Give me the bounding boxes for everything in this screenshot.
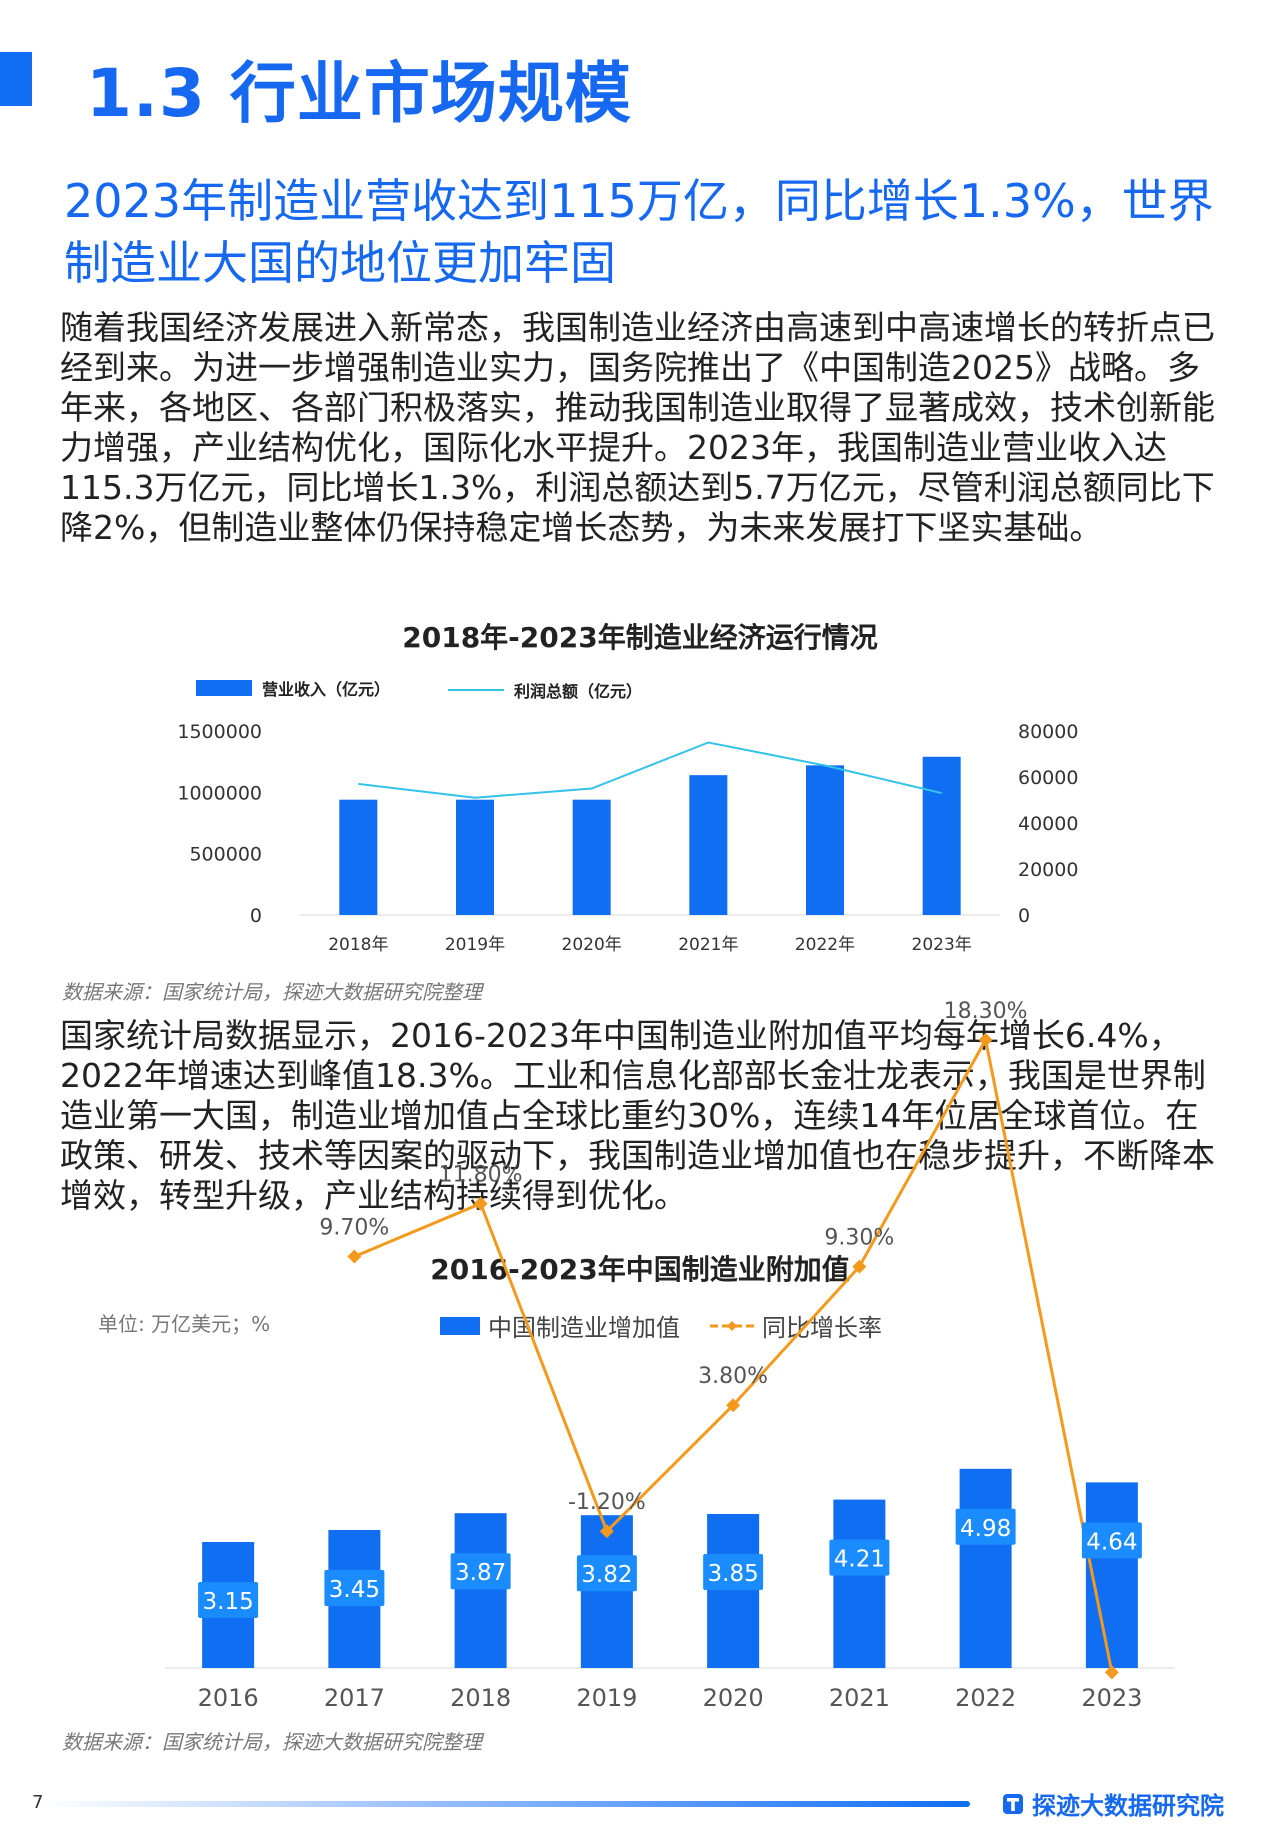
section-subtitle: 2023年制造业营收达到115万亿，同比增长1.3%，世界制造业大国的地位更加牢… <box>64 174 1214 290</box>
y-right-tick: 60000 <box>1018 767 1078 789</box>
legend-label: 中国制造业增加值 <box>488 1314 680 1342</box>
value-label: 3.87 <box>455 1560 506 1586</box>
value-label-box <box>703 1554 764 1590</box>
legend-line-swatch <box>448 689 504 691</box>
x-tick-label: 2016 <box>198 1684 259 1712</box>
legend-profit: 利润总额（亿元） <box>448 678 642 702</box>
unit-label: 单位: 万亿美元；% <box>98 1312 271 1336</box>
brand-name: 探迹大数据研究院 <box>1032 1792 1224 1820</box>
value-added-bar <box>454 1513 507 1668</box>
growth-rate-label: 9.70% <box>319 1216 389 1241</box>
revenue-bar <box>922 756 961 915</box>
value-label: 4.21 <box>834 1547 885 1573</box>
value-added-bar <box>202 1542 255 1668</box>
value-added-bar <box>959 1468 1012 1668</box>
revenue-bar <box>689 775 728 915</box>
brand-t-icon <box>1003 1793 1023 1814</box>
brand-logo: 探迹大数据研究院 <box>1002 1786 1224 1821</box>
value-label: 3.82 <box>581 1562 632 1588</box>
y-left-tick: 0 <box>250 905 262 927</box>
section-title: 1.3 行业市场规模 <box>86 55 632 132</box>
y-right-tick: 80000 <box>1018 721 1078 743</box>
revenue-bar <box>572 799 611 915</box>
legend-label: 营业收入（亿元） <box>262 680 391 699</box>
data-source: 数据来源：国家统计局，探迹大数据研究院整理 <box>62 1730 482 1754</box>
value-label-box <box>1081 1522 1142 1559</box>
growth-rate-label: -1.20% <box>568 1490 646 1515</box>
growth-rate-label: 3.80% <box>698 1364 768 1389</box>
x-tick-label: 2023 <box>1081 1684 1142 1712</box>
legend-growth-rate: 同比增长率 <box>708 1308 882 1343</box>
revenue-bar <box>806 765 844 915</box>
value-added-bar <box>328 1530 381 1668</box>
growth-rate-label: 9.30% <box>824 1226 894 1251</box>
value-label: 3.45 <box>329 1577 380 1603</box>
chart-title: 2018年-2023年制造业经济运行情况 <box>402 621 878 654</box>
value-added-bar <box>1085 1482 1138 1668</box>
value-label: 4.98 <box>960 1516 1011 1542</box>
x-tick-label: 2021 <box>829 1684 890 1712</box>
footer-divider <box>40 1801 970 1807</box>
growth-rate-marker <box>726 1398 741 1413</box>
value-added-bar <box>580 1515 633 1668</box>
revenue-bar <box>456 799 494 915</box>
x-tick-label: 2021年 <box>678 935 738 955</box>
value-label: 3.15 <box>203 1589 254 1615</box>
page-number: 7 <box>32 1792 44 1813</box>
x-tick-label: 2017 <box>324 1684 385 1712</box>
value-label-box <box>955 1508 1016 1545</box>
x-tick-label: 2022 <box>955 1684 1016 1712</box>
growth-rate-marker <box>599 1524 614 1539</box>
legend-value-added: 中国制造业增加值 <box>440 1308 680 1343</box>
value-added-bar <box>707 1514 760 1668</box>
value-label-box <box>198 1582 259 1618</box>
y-left-tick: 1500000 <box>177 721 262 743</box>
body-paragraph: 随着我国经济发展进入新常态，我国制造业经济由高速到中高速增长的转折点已经到来。为… <box>60 308 1215 547</box>
legend-label: 同比增长率 <box>762 1314 882 1342</box>
value-label-box <box>576 1555 637 1592</box>
x-tick-label: 2018 <box>450 1684 511 1712</box>
value-label-box <box>450 1553 511 1590</box>
value-added-bar <box>833 1499 886 1668</box>
revenue-bar <box>339 799 378 915</box>
chart-title: 2016-2023年中国制造业附加值 <box>430 1253 850 1286</box>
x-tick-label: 2023年 <box>912 935 972 955</box>
y-right-tick: 40000 <box>1018 813 1078 835</box>
legend-bar-swatch <box>440 1316 480 1335</box>
y-left-tick: 500000 <box>189 844 262 866</box>
x-tick-label: 2020年 <box>562 935 622 955</box>
x-tick-label: 2020 <box>703 1684 764 1712</box>
legend-line-swatch <box>710 1320 754 1331</box>
y-left-tick: 1000000 <box>177 782 262 804</box>
y-right-tick: 20000 <box>1018 859 1078 881</box>
x-tick-label: 2022年 <box>795 935 855 955</box>
legend-revenue: 营业收入（亿元） <box>196 676 390 700</box>
value-label: 4.64 <box>1086 1529 1137 1555</box>
y-right-tick: 0 <box>1018 905 1030 927</box>
x-tick-label: 2018年 <box>328 935 388 955</box>
body-paragraph: 国家统计局数据显示，2016-2023年中国制造业附加值平均每年增长6.4%，2… <box>60 1016 1215 1215</box>
x-tick-label: 2019 <box>576 1684 637 1712</box>
value-label: 3.85 <box>708 1561 759 1587</box>
data-source: 数据来源：国家统计局，探迹大数据研究院整理 <box>62 980 482 1004</box>
growth-rate-marker <box>1104 1665 1119 1680</box>
legend-bar-swatch <box>196 680 252 696</box>
value-label-box <box>324 1570 385 1606</box>
legend-label: 利润总额（亿元） <box>514 682 643 701</box>
value-label-box <box>829 1539 890 1576</box>
x-tick-label: 2019年 <box>445 935 505 955</box>
section-accent-bar <box>0 52 32 106</box>
profit-line <box>358 741 942 799</box>
